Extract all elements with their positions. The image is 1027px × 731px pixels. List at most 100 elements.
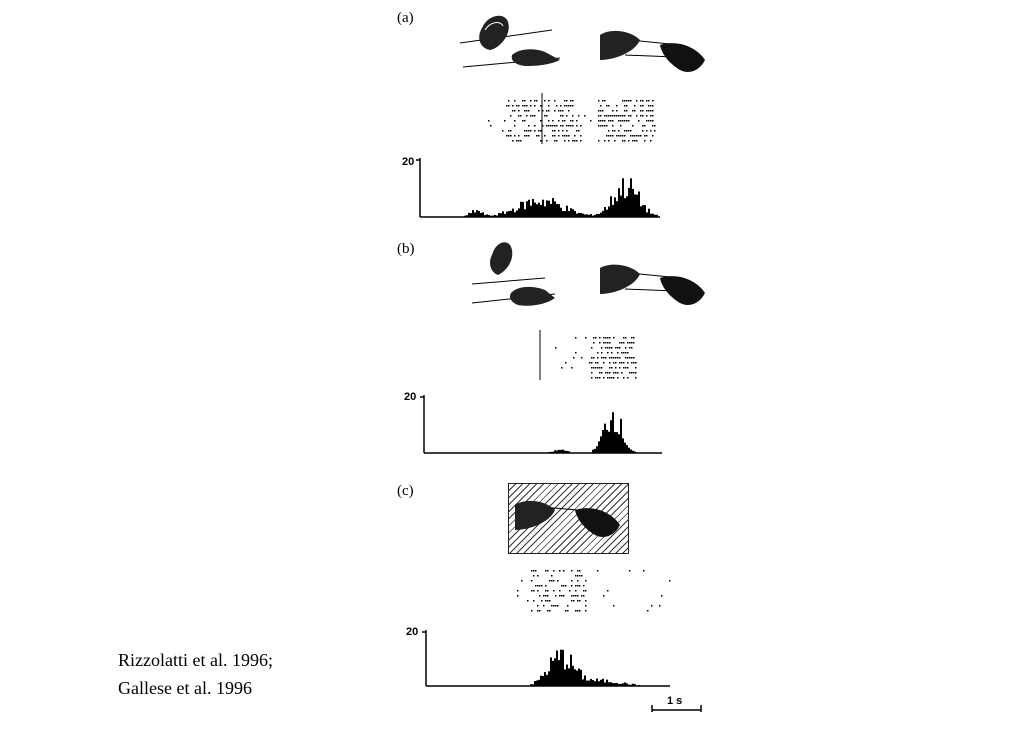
raster-spike [526, 110, 528, 112]
histogram-bar [548, 200, 550, 217]
raster-spike [577, 580, 579, 582]
raster-spike [560, 115, 562, 117]
raster-spike [556, 140, 558, 142]
raster-spike [579, 570, 581, 572]
histogram-bar [492, 215, 494, 217]
raster-spike [576, 130, 578, 132]
raster-spike [610, 120, 612, 122]
raster-spike [516, 140, 518, 142]
raster-spike [576, 120, 578, 122]
raster-spike [553, 580, 555, 582]
raster-spike [642, 125, 644, 127]
histogram-bar [628, 447, 630, 453]
raster-spike [517, 595, 519, 597]
raster-spike [565, 585, 567, 587]
raster-spike [544, 135, 546, 137]
raster-spike [518, 110, 520, 112]
raster-spike [613, 605, 615, 607]
raster-spike [510, 115, 512, 117]
raster-spike [534, 115, 536, 117]
raster-spike [531, 580, 533, 582]
raster-spike [634, 140, 636, 142]
raster-spike [549, 610, 551, 612]
histogram-bar [518, 208, 520, 217]
raster-spike [575, 352, 577, 354]
raster-spike [609, 362, 611, 364]
raster-spike [577, 600, 579, 602]
raster-spike [604, 115, 606, 117]
histogram-bar [602, 678, 604, 686]
raster-spike [601, 347, 603, 349]
raster-spike [595, 362, 597, 364]
raster-spike [549, 580, 551, 582]
histogram-bar [656, 214, 658, 217]
raster-spike [585, 590, 587, 592]
raster-spike [579, 575, 581, 577]
histogram-bar [612, 204, 614, 217]
histogram-bar [546, 674, 548, 686]
raster-spike [526, 105, 528, 107]
histogram-bar [622, 683, 624, 686]
raster-spike [528, 125, 530, 127]
raster-spike [646, 130, 648, 132]
raster-spike [535, 570, 537, 572]
histogram-bar [550, 657, 552, 686]
raster-spike [631, 362, 633, 364]
histogram-bar [584, 214, 586, 217]
histogram-bar [480, 212, 482, 217]
raster-spike [533, 590, 535, 592]
histogram-bar [558, 449, 560, 453]
raster-spike [572, 100, 574, 102]
raster-spike [548, 125, 550, 127]
raster-spike [591, 357, 593, 359]
histogram-bar [628, 684, 630, 686]
raster-spike [585, 605, 587, 607]
histogram-bar [646, 212, 648, 217]
raster-spike [538, 130, 540, 132]
histogram-bar [564, 669, 566, 686]
raster-spike [619, 347, 621, 349]
histogram-bar [594, 214, 596, 217]
histogram-bar [596, 678, 598, 686]
raster-spike [616, 110, 618, 112]
raster-spike [571, 580, 573, 582]
histogram-bar [636, 194, 638, 217]
panel-b-label: (b) [397, 241, 415, 257]
raster-spike [540, 105, 542, 107]
histogram-bar [580, 669, 582, 686]
raster-spike [559, 590, 561, 592]
raster-spike [548, 100, 550, 102]
raster-spike [607, 377, 609, 379]
raster-spike [620, 120, 622, 122]
raster-spike [591, 347, 593, 349]
raster-spike [506, 135, 508, 137]
raster-spike [543, 595, 545, 597]
raster-spike [648, 100, 650, 102]
raster-spike [562, 110, 564, 112]
raster-spike [562, 120, 564, 122]
raster-spike [512, 105, 514, 107]
raster-spike [573, 600, 575, 602]
raster-spike [545, 585, 547, 587]
raster-spike [526, 135, 528, 137]
raster-spike [565, 362, 567, 364]
raster-spike [563, 585, 565, 587]
raster-spike [629, 342, 631, 344]
histogram-bar [626, 683, 628, 686]
raster-spike [609, 337, 611, 339]
raster-spike [618, 135, 620, 137]
raster-spike [635, 367, 637, 369]
raster-spike [572, 105, 574, 107]
raster-spike [533, 600, 535, 602]
raster-spike [616, 115, 618, 117]
raster-spike [629, 372, 631, 374]
histogram-bar [622, 178, 624, 217]
histogram-bar [608, 206, 610, 217]
raster-spike [629, 357, 631, 359]
raster-spike [654, 125, 656, 127]
raster-spike [617, 347, 619, 349]
histogram-bar [590, 214, 592, 217]
raster-spike [580, 125, 582, 127]
histogram-bar [572, 209, 574, 217]
raster-spike [547, 590, 549, 592]
